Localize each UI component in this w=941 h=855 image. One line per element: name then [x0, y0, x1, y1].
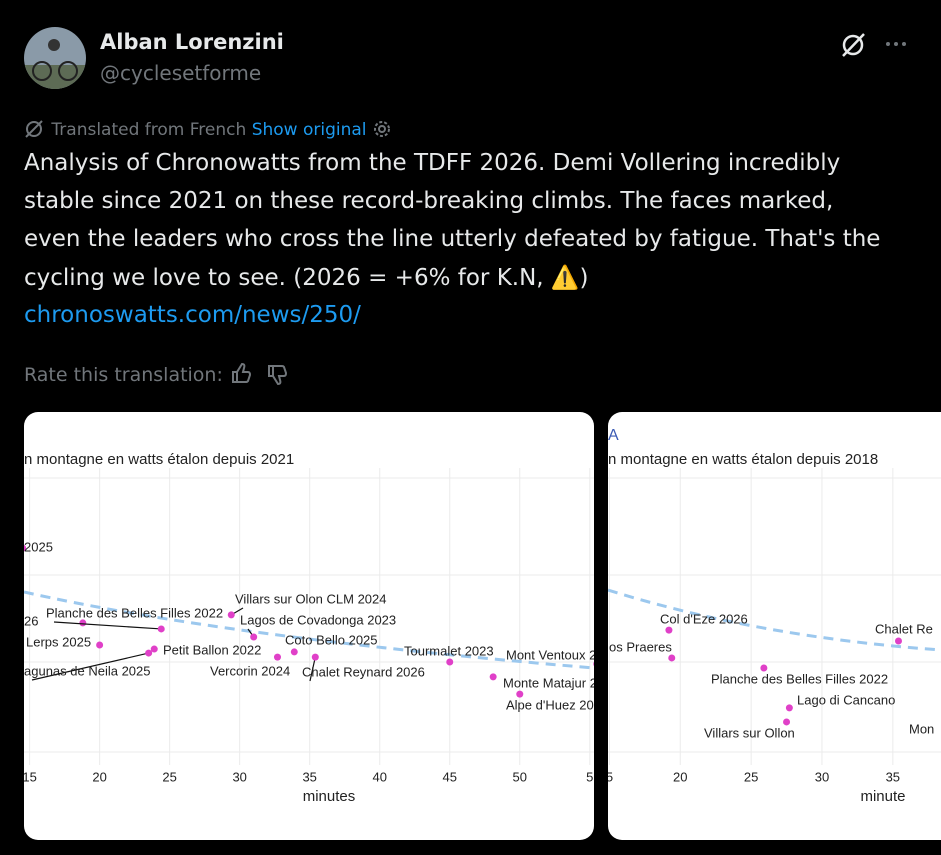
chart-card[interactable]: 15 20 25 30 35 40 45 50 5 n montagne en watts éta… [24, 412, 594, 840]
data-point [145, 649, 153, 657]
point-label: Chalet Re [875, 621, 933, 636]
x-tick-label: 50 [513, 769, 527, 784]
rate-icons [231, 362, 287, 386]
data-point [894, 637, 902, 645]
translate-icon [25, 120, 43, 138]
author-handle[interactable]: @cyclesetforme [100, 61, 262, 85]
data-point [446, 658, 454, 666]
point-label: Villars sur Ollon [704, 725, 795, 740]
point-label: Villars sur Olon CLM 2024 [235, 591, 387, 606]
chart-title: n montagne en watts étalon depuis 2018 [608, 451, 878, 468]
data-point [760, 664, 768, 672]
post-link[interactable]: chronoswatts.com/news/250/ [24, 302, 361, 328]
point-label: Mon [909, 721, 934, 736]
x-tick-label: 20 [673, 769, 687, 784]
point-label: Tourmalet 2023 [404, 643, 494, 658]
data-point [593, 661, 594, 667]
point-label: 2025 [24, 539, 53, 554]
point-label: Coto Bello 2025 [285, 632, 378, 647]
point-label: Planche des Belles Filles 2022 [711, 671, 888, 686]
point-label: Chalet Reynard 2026 [302, 664, 425, 679]
thumb-up[interactable] [231, 362, 251, 383]
point-label: Monte Matajur 2 [503, 675, 594, 690]
x-tick-label: 35 [886, 769, 900, 784]
post-text-line: Analysis of Chronowatts from the TDFF 20… [24, 150, 841, 176]
point-label: Alpe d'Huez 20 [506, 697, 594, 712]
trend-line [608, 588, 941, 652]
data-point [273, 653, 281, 661]
x-axis-label: minute [860, 788, 905, 805]
point-label: Lagos de Covadonga 2023 [240, 612, 396, 627]
thumb-down[interactable] [267, 365, 287, 386]
data-point [665, 626, 673, 634]
chart-title: n montagne en watts étalon depuis 2021 [24, 451, 294, 468]
trend-line [24, 590, 594, 670]
point-label: os Praeres [609, 639, 672, 654]
show-original[interactable]: Show original [251, 120, 367, 140]
grok-icon[interactable] [842, 34, 864, 56]
x-tick-label: 30 [815, 769, 829, 784]
x-tick-label: 25 [162, 769, 176, 784]
chart: 5 20 25 30 35 An montagne en watts étalon dep… [608, 427, 941, 805]
x-tick-label: 5 [608, 769, 613, 784]
point-label: Lerps 2025 [26, 634, 91, 649]
x-tick-label: 45 [443, 769, 457, 784]
point-label: Col d'Eze 2026 [660, 611, 748, 626]
post-text-line: cycling we love to see. (2026 = +6% for … [24, 265, 589, 291]
more-icon[interactable] [886, 42, 906, 46]
author-name[interactable]: Alban Lorenzini [100, 30, 284, 54]
data-point [290, 648, 298, 656]
chart-heading: A [608, 427, 619, 444]
data-point [150, 645, 158, 653]
chart: 15 20 25 30 35 40 45 50 5n montagne en watts éta… [24, 451, 594, 805]
post-text-line: even the leaders who cross the line utte… [24, 226, 881, 252]
avatar[interactable] [24, 27, 86, 89]
data-point [96, 641, 104, 649]
leader-line [309, 656, 316, 682]
leader-line [53, 621, 162, 630]
point-label: agunas de Neila 2025 [24, 663, 151, 678]
x-tick-label: 5 [586, 769, 593, 784]
x-tick-label: 35 [302, 769, 316, 784]
translation-note: Translated from French [51, 120, 247, 140]
x-tick-label: 25 [744, 769, 758, 784]
header-icons [842, 33, 906, 57]
translation-bar: Translated from French Show original [24, 119, 392, 140]
data-point [250, 633, 258, 641]
x-tick-label: 15 [24, 769, 37, 784]
data-point [668, 654, 676, 662]
data-point [24, 544, 27, 552]
rate-translation: Rate this translation: [24, 362, 289, 386]
data-point [489, 673, 497, 681]
point-label: Petit Ballon 2022 [163, 642, 261, 657]
x-tick-label: 20 [92, 769, 106, 784]
point-label: Mont Ventoux 2 [506, 647, 594, 662]
data-point [311, 653, 319, 661]
data-point [157, 625, 165, 633]
point-label: Vercorin 2024 [210, 663, 290, 678]
data-point [783, 718, 791, 726]
point-label: Lago di Cancano [797, 692, 895, 707]
x-tick-label: 30 [232, 769, 246, 784]
x-axis-label: minutes [303, 788, 356, 805]
x-tick-label: 40 [372, 769, 386, 784]
post-text-line: stable since 2021 on these record-breaki… [24, 188, 834, 214]
data-point [227, 611, 235, 619]
rate-label: Rate this translation: [24, 364, 223, 386]
settings-icon[interactable] [372, 119, 392, 139]
point-label: Planche des Belles Filles 2022 [46, 605, 223, 620]
data-point [516, 690, 524, 698]
data-point [79, 619, 87, 627]
leader-line [31, 652, 149, 681]
data-point [785, 704, 793, 712]
point-label: 26 [24, 613, 38, 628]
